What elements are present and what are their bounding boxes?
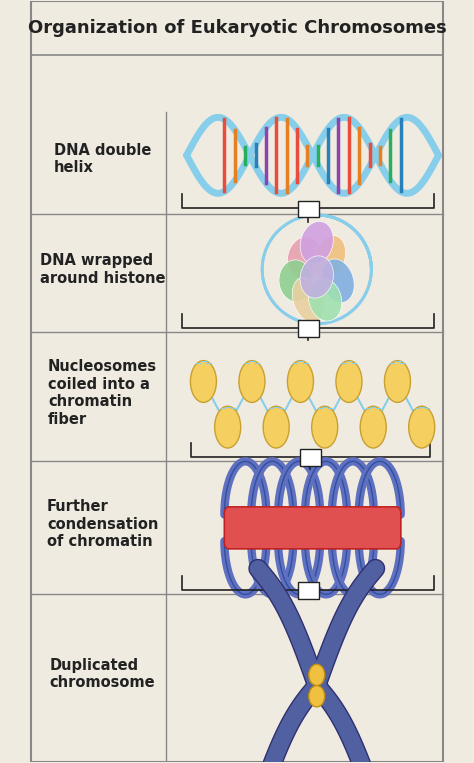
Ellipse shape — [300, 221, 333, 264]
Ellipse shape — [384, 361, 410, 402]
Ellipse shape — [287, 237, 321, 279]
Ellipse shape — [300, 256, 334, 298]
Text: Nucleosomes
coiled into a
chromatin
fiber: Nucleosomes coiled into a chromatin fibe… — [48, 359, 157, 427]
Ellipse shape — [309, 665, 325, 686]
Ellipse shape — [279, 260, 312, 301]
Ellipse shape — [409, 406, 435, 448]
Bar — [298, 582, 319, 599]
Text: DNA double
helix: DNA double helix — [54, 143, 151, 175]
Ellipse shape — [309, 278, 342, 321]
FancyBboxPatch shape — [224, 507, 401, 549]
Text: Further
condensation
of chromatin: Further condensation of chromatin — [47, 499, 158, 549]
Ellipse shape — [191, 361, 217, 402]
Text: Organization of Eukaryotic Chromosomes: Organization of Eukaryotic Chromosomes — [27, 19, 447, 37]
Ellipse shape — [215, 406, 241, 448]
Ellipse shape — [287, 361, 313, 402]
Ellipse shape — [309, 686, 325, 707]
Bar — [298, 320, 319, 336]
Bar — [300, 449, 321, 466]
Text: DNA wrapped
around histone: DNA wrapped around histone — [40, 253, 165, 285]
Ellipse shape — [313, 236, 346, 280]
Text: Duplicated
chromosome: Duplicated chromosome — [50, 658, 155, 691]
Ellipse shape — [239, 361, 265, 402]
Ellipse shape — [312, 406, 337, 448]
Ellipse shape — [292, 277, 325, 323]
Ellipse shape — [336, 361, 362, 402]
Ellipse shape — [263, 406, 289, 448]
Bar — [298, 201, 319, 217]
FancyBboxPatch shape — [224, 507, 401, 549]
Ellipse shape — [321, 259, 354, 303]
Ellipse shape — [360, 406, 386, 448]
